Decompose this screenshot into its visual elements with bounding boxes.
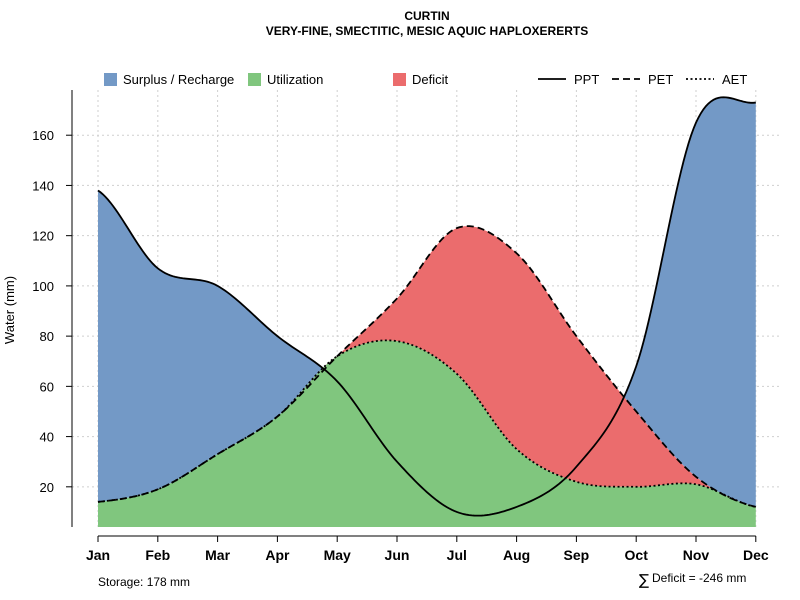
x-tick-label: Sep xyxy=(564,547,590,563)
x-tick-label: Nov xyxy=(683,547,710,563)
surplus-area xyxy=(98,97,756,507)
series-line-aet xyxy=(97,339,756,508)
legend-swatch-0 xyxy=(104,73,117,86)
y-tick-label: 140 xyxy=(32,178,54,193)
x-tick-label: Jan xyxy=(86,547,110,563)
area-fills xyxy=(98,97,756,527)
utilization-area xyxy=(98,340,756,527)
x-tick-label: Mar xyxy=(205,547,230,563)
y-tick-label: 160 xyxy=(32,128,54,143)
legend-line-label-1: PET xyxy=(648,72,673,87)
y-axis-label: Water (mm) xyxy=(2,276,17,344)
legend-label-0: Surplus / Recharge xyxy=(123,72,234,87)
x-tick-label: Dec xyxy=(743,547,769,563)
series-line-pet xyxy=(97,225,757,508)
y-tick-label: 60 xyxy=(40,379,54,394)
x-tick-label: Apr xyxy=(265,547,290,563)
legend-line-label-0: PPT xyxy=(574,72,599,87)
x-tick-label: Feb xyxy=(145,547,170,563)
legend-label-1: Utilization xyxy=(267,72,323,87)
x-tick-label: Oct xyxy=(625,547,649,563)
deficit-annotation: Deficit = -246 mm xyxy=(652,571,746,585)
x-tick-label: Jul xyxy=(447,547,467,563)
chart-subtitle: VERY-FINE, SMECTITIC, MESIC AQUIC HAPLOX… xyxy=(266,24,588,38)
y-tick-label: 100 xyxy=(32,279,54,294)
chart-title: CURTIN xyxy=(404,9,449,23)
y-tick-label: 80 xyxy=(40,329,54,344)
storage-annotation: Storage: 178 mm xyxy=(98,575,190,589)
legend: Surplus / Recharge Utilization Deficit PPT P… xyxy=(104,72,747,87)
series-line-ppt xyxy=(97,96,756,517)
legend-swatch-2 xyxy=(393,73,406,86)
x-tick-label: May xyxy=(324,547,351,563)
legend-swatch-1 xyxy=(248,73,261,86)
legend-line-label-2: AET xyxy=(722,72,747,87)
deficit-area xyxy=(98,226,756,507)
x-tick-label: Aug xyxy=(503,547,530,563)
legend-label-2: Deficit xyxy=(412,72,449,87)
y-tick-label: 120 xyxy=(32,229,54,244)
series-lines xyxy=(97,96,757,517)
y-tick-label: 40 xyxy=(40,430,54,445)
y-tick-label: 20 xyxy=(40,480,54,495)
x-tick-label: Jun xyxy=(385,547,410,563)
axes: 20 40 60 80 100 120 140 160 Jan Feb Mar Apr May Jun Ju… xyxy=(32,90,769,563)
sum-symbol: ∑ xyxy=(639,571,649,589)
